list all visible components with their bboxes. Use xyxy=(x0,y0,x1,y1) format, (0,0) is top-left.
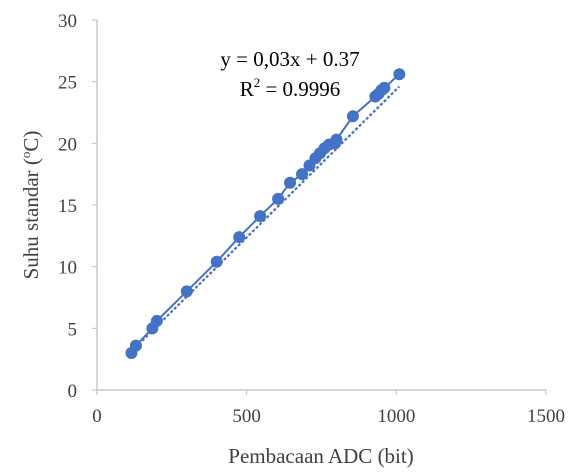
y-tick-label: 30 xyxy=(58,11,77,32)
data-point xyxy=(378,81,391,94)
y-axis-title: Suhu standar (oC) xyxy=(18,131,43,280)
data-point xyxy=(129,339,142,352)
data-point xyxy=(233,231,246,244)
x-axis-title: Pembacaan ADC (bit) xyxy=(228,444,413,468)
y-tick-label: 20 xyxy=(58,134,77,155)
linear-trendline xyxy=(130,85,401,353)
r2-value: = 0.9996 xyxy=(260,77,340,101)
y-axis-title-main: Suhu standar ( xyxy=(19,158,43,279)
y-tick-label: 10 xyxy=(58,258,77,279)
data-point xyxy=(254,210,267,223)
data-point xyxy=(346,110,359,123)
x-tick-labels: 0 500 1000 1500 xyxy=(92,390,565,427)
data-point xyxy=(210,255,223,268)
y-tick-label: 0 xyxy=(68,381,78,402)
data-points xyxy=(125,68,406,359)
r2-superscript: 2 xyxy=(254,75,261,90)
data-point xyxy=(330,133,343,146)
data-point xyxy=(150,314,163,327)
y-axis-title-degree: o xyxy=(18,152,33,159)
trendline-r-squared: R2 = 0.9996 xyxy=(240,75,341,101)
x-tick-label: 1000 xyxy=(377,406,415,427)
trendline-equation: y = 0,03x + 0.37 xyxy=(220,47,359,71)
y-tick-labels: 0 5 10 15 20 25 30 xyxy=(58,11,97,402)
data-point xyxy=(272,192,285,205)
trendline-group xyxy=(130,85,401,353)
x-tick-label: 0 xyxy=(92,406,102,427)
x-tick-label: 500 xyxy=(232,406,261,427)
data-point xyxy=(393,68,406,81)
data-point xyxy=(180,285,193,298)
x-tick-label: 1500 xyxy=(527,406,565,427)
y-tick-label: 15 xyxy=(58,196,77,217)
y-tick-label: 5 xyxy=(68,319,78,340)
r2-label: R xyxy=(240,77,254,101)
y-axis-title-unit: C) xyxy=(19,131,43,152)
data-point xyxy=(296,168,309,181)
y-tick-label: 25 xyxy=(58,73,77,94)
axes xyxy=(96,20,546,391)
data-point xyxy=(284,176,297,189)
